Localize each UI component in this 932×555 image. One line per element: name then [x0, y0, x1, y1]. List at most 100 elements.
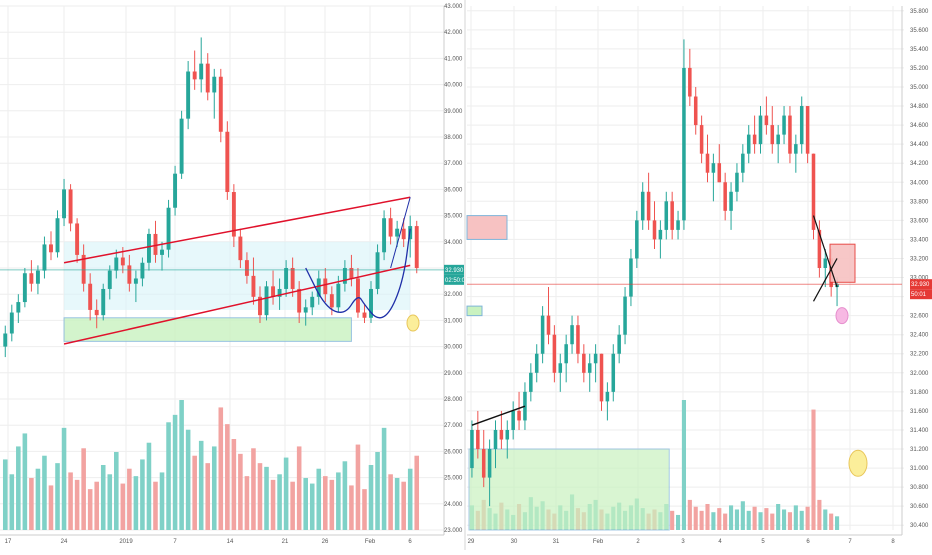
curve-tail — [390, 197, 411, 269]
y-tick-label: 35.200 — [910, 66, 929, 72]
y-tick-label: 43.000 — [444, 4, 463, 10]
candle-body — [205, 63, 210, 93]
y-tick-label: 40.000 — [444, 83, 463, 89]
y-tick-label: 26.000 — [444, 449, 463, 455]
volume-bar — [179, 400, 184, 530]
volume-bar — [81, 448, 86, 530]
y-tick-label: 33.800 — [910, 199, 929, 205]
right-chart-panel[interactable]: 35.800 35.600 35.400 35.200 35.000 34.800 34.6… — [466, 6, 932, 545]
volume-bar — [16, 446, 21, 530]
candle-body — [186, 71, 191, 119]
candle-body — [225, 131, 230, 193]
volume-bar — [55, 463, 60, 530]
candle-body — [369, 288, 373, 318]
x-tick-label: 8 — [891, 539, 895, 545]
candle-body — [173, 173, 178, 208]
candle-body — [499, 429, 504, 440]
volume-bar — [811, 409, 816, 530]
support-zone-left — [466, 305, 483, 317]
y-tick-label: 33.200 — [910, 256, 929, 262]
volume-bar — [675, 514, 681, 530]
volume-bar — [723, 513, 728, 530]
volume-bar — [133, 476, 139, 530]
volume-bar — [793, 505, 798, 530]
candle-body — [705, 153, 710, 173]
candle-body — [735, 172, 739, 192]
x-tick-label: 7 — [173, 539, 177, 545]
candle-body — [540, 315, 545, 354]
candle-body — [22, 273, 27, 303]
last-price-label: 32.930 — [911, 282, 930, 288]
candle-body — [635, 220, 639, 259]
candle-body — [805, 106, 810, 154]
y-tick-label: 30.400 — [910, 523, 929, 529]
volume-bar — [290, 481, 295, 530]
x-tick-label: 24 — [61, 539, 68, 545]
volume-bar — [368, 465, 374, 530]
volume-bar — [323, 476, 328, 530]
y-tick-label: 41.000 — [444, 56, 463, 62]
volume-bar — [329, 479, 335, 530]
candle-body — [511, 410, 515, 430]
y-tick-label: 39.000 — [444, 109, 463, 115]
y-tick-label: 33.600 — [910, 218, 929, 224]
volume-bar — [336, 472, 341, 530]
candle-body — [758, 115, 763, 145]
x-tick-label: 4 — [718, 539, 722, 545]
volume-bar — [107, 474, 113, 530]
volume-bar — [225, 424, 230, 530]
volume-bar — [693, 506, 698, 530]
candle-body — [231, 192, 236, 237]
candle-body — [401, 228, 406, 240]
y-tick-label: 32.600 — [910, 314, 929, 320]
y-tick-label: 34.200 — [910, 161, 929, 167]
candle-body — [94, 309, 99, 316]
y-tick-label: 34.000 — [910, 180, 929, 186]
countdown-label: 50:01 — [911, 292, 927, 298]
volume-bar — [401, 481, 406, 530]
x-tick-label: 14 — [227, 539, 234, 545]
candle-body — [552, 334, 557, 373]
x-tick-label: 5 — [761, 539, 765, 545]
volume-bar — [100, 465, 106, 530]
candle-body — [238, 236, 243, 261]
candle-body — [199, 63, 204, 80]
volume-bar — [740, 501, 745, 530]
volume-bar — [381, 427, 387, 530]
candle-body — [375, 252, 380, 289]
candle-body — [362, 312, 367, 318]
volume-bar — [192, 455, 197, 530]
candle-body — [587, 363, 592, 373]
y-tick-label: 29.000 — [444, 371, 463, 377]
volume-bar — [231, 439, 237, 530]
volume-bar — [705, 504, 710, 530]
y-tick-label: 31.200 — [910, 447, 929, 453]
volume-bar — [414, 455, 420, 530]
volume-bar — [781, 509, 787, 530]
candle-body — [723, 182, 727, 211]
volume-bar — [42, 455, 47, 530]
candle-body — [817, 229, 822, 268]
volume-bar — [264, 466, 269, 530]
candle-body — [9, 312, 14, 334]
candle-body — [342, 268, 347, 284]
y-tick-label: 32.400 — [910, 333, 929, 339]
candle-body — [49, 244, 53, 253]
candle-body — [782, 115, 786, 135]
candle-body — [676, 220, 680, 230]
volume-bar — [711, 512, 716, 530]
candle-body — [717, 163, 722, 183]
candle-body — [29, 273, 34, 284]
volume-bar — [375, 452, 380, 530]
volume-bar — [296, 446, 302, 530]
candle-body — [166, 207, 171, 250]
left-chart-panel[interactable]: 43.000 42.000 41.000 40.000 39.000 38.000 37.0… — [0, 4, 469, 545]
last-price-badge — [444, 264, 464, 275]
candle-body — [776, 134, 780, 145]
candle-body — [794, 144, 798, 154]
candle-body — [487, 449, 492, 478]
support-box — [468, 448, 670, 531]
candle-body — [218, 76, 223, 132]
candle-body — [349, 268, 354, 279]
volume-bar — [746, 510, 751, 530]
